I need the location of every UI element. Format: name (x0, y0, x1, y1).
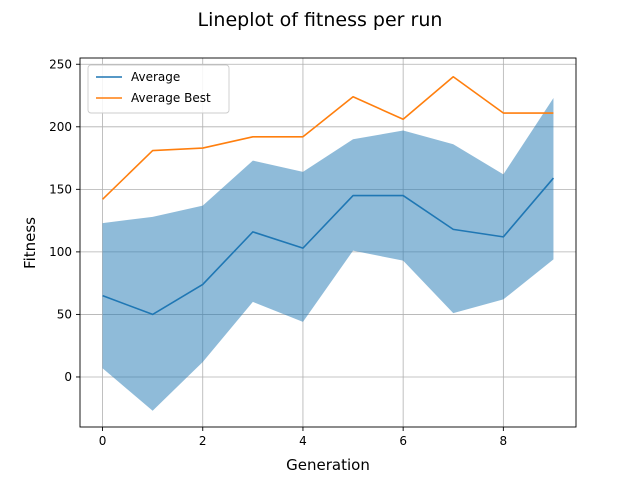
band-area (102, 98, 554, 411)
y-tick-label: 100 (49, 245, 72, 259)
plot-area: 0 2 4 6 8 0 50 100 150 200 250 Average Average Best (49, 57, 577, 448)
y-tick-label: 250 (49, 57, 72, 71)
y-axis-label: Fitness (21, 217, 39, 269)
y-tick-label: 0 (64, 370, 72, 384)
y-tick-label: 150 (49, 182, 72, 196)
x-tick-label: 8 (500, 434, 508, 448)
x-tick-label: 6 (399, 434, 407, 448)
legend-label: Average (131, 70, 180, 84)
legend-label: Average Best (131, 91, 211, 105)
y-tick-label: 50 (57, 307, 72, 321)
x-tick-label: 4 (299, 434, 307, 448)
legend-box (87, 64, 230, 114)
series-line-1 (101, 75, 554, 200)
axes-frame (79, 57, 577, 428)
chart-title: Lineplot of fitness per run (198, 9, 443, 31)
y-tick-label: 200 (49, 120, 72, 134)
x-tick-label: 2 (199, 434, 207, 448)
x-axis-label: Generation (286, 456, 370, 474)
x-tick-label: 0 (99, 434, 107, 448)
series-line-0 (102, 177, 555, 316)
